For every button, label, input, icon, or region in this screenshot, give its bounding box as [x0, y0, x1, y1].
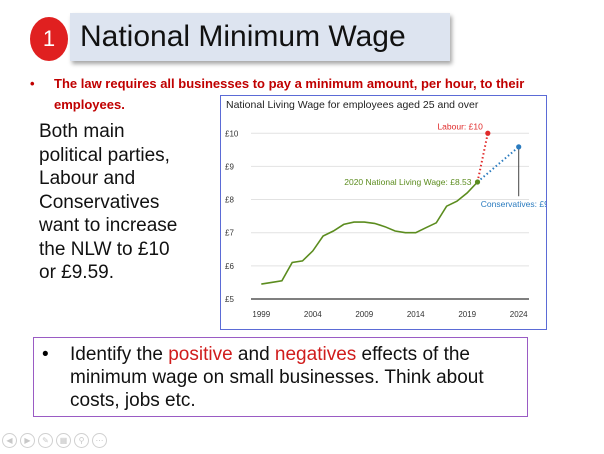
body-text: Both main political parties, Labour and …: [39, 120, 219, 285]
conservatives-projection-line: [476, 146, 520, 183]
wage-line: [261, 181, 479, 285]
slide-title: National Minimum Wage: [80, 20, 406, 53]
slides-icon[interactable]: ▦: [56, 433, 71, 448]
more-icon[interactable]: ⋯: [92, 433, 107, 448]
nlw-2020-label: 2020 National Living Wage: £8.53: [344, 177, 472, 187]
bullet-dot-icon: •: [30, 76, 35, 91]
body-line: Conservatives: [39, 191, 160, 213]
body-line: the NLW to £10: [39, 238, 170, 260]
question-negatives-word: negatives: [274, 344, 357, 365]
labour-projection-line: [476, 133, 489, 183]
body-line: or £9.59.: [39, 262, 114, 283]
question-part: Identify the: [70, 344, 169, 365]
next-icon[interactable]: ▶: [20, 433, 35, 448]
x-tick-label: 2024: [510, 310, 528, 319]
slide-number: 1: [42, 26, 56, 51]
conservatives-label: Conservatives: £9.59: [481, 199, 546, 209]
pen-icon[interactable]: ✎: [38, 433, 53, 448]
body-line: Labour and: [39, 168, 136, 189]
wage-chart-svg: National Living Wage for employees aged …: [225, 99, 546, 319]
y-tick-label: £6: [225, 262, 234, 271]
x-tick-label: 2004: [304, 310, 322, 319]
data-point-conservatives: [516, 144, 522, 150]
data-point-labour: [485, 130, 491, 136]
question-text: Identify the positive and negatives effe…: [70, 343, 520, 412]
zoom-icon[interactable]: ⚲: [74, 433, 89, 448]
intro-bullet-text: The law requires all businesses to pay a…: [54, 76, 525, 112]
y-tick-label: £10: [225, 129, 239, 138]
bullet-dot-icon: •: [42, 344, 49, 365]
previous-icon[interactable]: ◀: [2, 433, 17, 448]
question-part: and: [232, 344, 275, 365]
body-line: Both main: [39, 121, 125, 142]
body-line: political parties,: [39, 144, 170, 166]
x-tick-label: 1999: [252, 310, 270, 319]
question-positive-word: positive: [168, 344, 233, 365]
question-part: effects of the minimum wage on small bus…: [70, 344, 484, 411]
title-box: National Minimum Wage: [70, 13, 450, 61]
body-line: want to increase: [39, 215, 178, 236]
y-tick-label: £5: [225, 295, 234, 304]
slide-number-badge: 1: [30, 17, 68, 61]
x-tick-label: 2019: [458, 310, 476, 319]
wage-chart: National Living Wage for employees aged …: [220, 95, 547, 330]
slide-nav: ◀ ▶ ✎ ▦ ⚲ ⋯: [2, 433, 107, 448]
y-tick-label: £8: [225, 196, 234, 205]
x-tick-label: 2014: [407, 310, 425, 319]
x-tick-label: 2009: [355, 310, 373, 319]
y-tick-label: £7: [225, 229, 234, 238]
chart-title: National Living Wage for employees aged …: [226, 99, 479, 111]
labour-label: Labour: £10: [437, 121, 483, 131]
question-box: • Identify the positive and negatives ef…: [33, 337, 528, 417]
y-tick-label: £9: [225, 162, 234, 171]
data-point-2020: [474, 179, 481, 185]
